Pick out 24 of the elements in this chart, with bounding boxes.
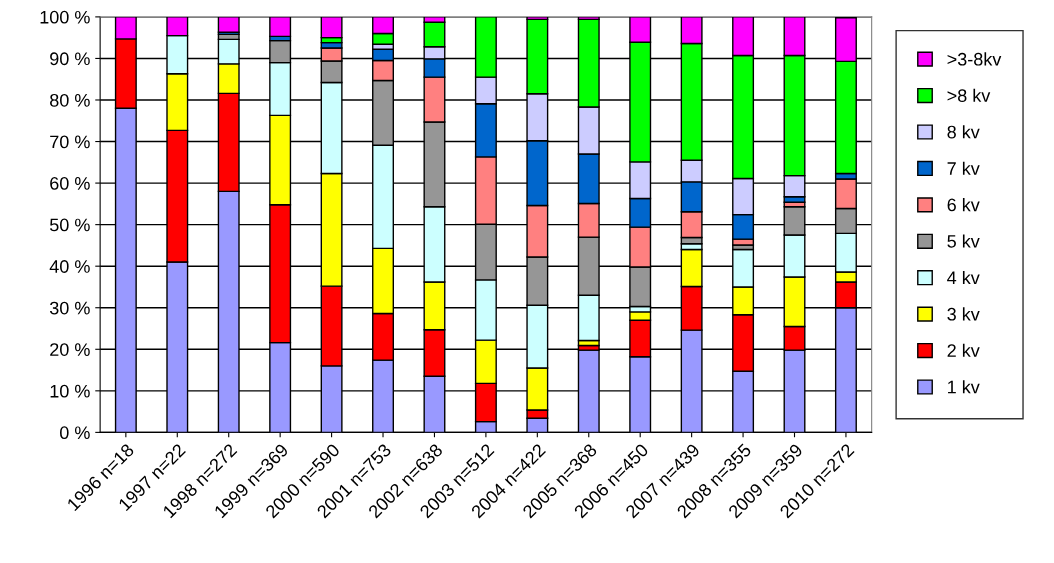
bar [217,16,240,33]
y-tick-label: 80 % [50,93,90,107]
y-tick-label: 50 % [49,218,90,232]
legend-label: 5 kv [947,234,980,248]
y-tick-label: 90 % [50,52,90,66]
bar [269,16,292,38]
bar [320,16,343,39]
y-tick-label: 30 % [49,301,90,315]
legend-label: 1 kv [948,380,980,394]
y-tick-label: 0 % [60,426,90,440]
y-tick-label: 70 % [50,135,90,149]
y-tick-label: 10 % [50,384,90,398]
legend-label: 6 kv [947,198,980,212]
legend-label: >3-8kv [947,52,1002,66]
legend-label: 4 kv [947,270,980,284]
y-tick-label: 40 % [49,260,90,273]
legend-label: 8 kv [947,125,980,139]
legend-label: 2 kv [947,343,980,357]
y-tick-label: 60 % [50,177,90,190]
y-tick-label: 20 % [50,343,90,357]
y-tick-label: 100 % [40,10,90,24]
legend-label: 7 kv [947,161,980,175]
legend-label: >8 kv [947,88,991,103]
legend-label: 3 kv [947,307,980,321]
